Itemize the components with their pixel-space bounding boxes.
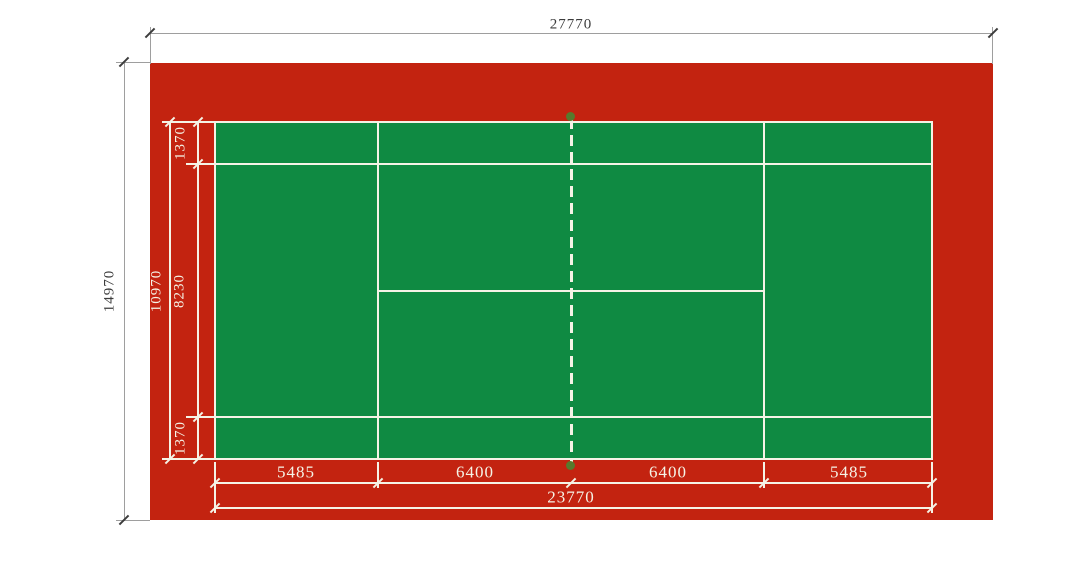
baseline-right	[931, 121, 933, 460]
dimension-line-court-width	[169, 122, 171, 460]
net-post-dot-top	[566, 112, 575, 121]
dimension-line-court-length	[215, 507, 933, 509]
extension-line-top-right	[992, 27, 993, 64]
doubles-sideline-top	[162, 121, 933, 123]
extension-line-left-top	[116, 62, 150, 63]
extension-line-left-bottom	[116, 520, 150, 521]
doubles-sideline-bottom	[162, 458, 933, 460]
dimension-line-overall-width	[150, 33, 993, 34]
dimension-label-court-length: 23770	[547, 487, 595, 507]
dimension-label-service-to-baseline-right: 5485	[830, 462, 868, 482]
dimension-line-singles-segments	[197, 122, 199, 460]
net-post-dot-bottom	[566, 461, 575, 470]
extension-line-bottom-baseline-left	[214, 462, 216, 513]
dimension-label-court-width: 10970	[148, 269, 165, 313]
extension-line-bottom-service-left	[377, 462, 379, 488]
dimension-line-overall-height	[124, 62, 125, 520]
dimension-label-overall-width: 27770	[549, 16, 593, 33]
dimension-label-overall-height: 14970	[101, 269, 118, 313]
singles-sideline-top	[186, 163, 933, 165]
extension-line-bottom-service-right	[763, 462, 765, 488]
dimension-line-bottom-segments	[215, 482, 933, 484]
singles-sideline-bottom	[186, 416, 933, 418]
extension-line-bottom-baseline-right	[931, 462, 933, 513]
dimension-label-baseline-to-service-left: 5485	[277, 462, 315, 482]
dimension-label-alley-bottom: 1370	[172, 421, 189, 455]
net-center-dashed-line	[570, 118, 573, 464]
dimension-label-alley-top: 1370	[172, 126, 189, 160]
dimension-label-net-to-service-right: 6400	[649, 462, 687, 482]
baseline-left	[214, 121, 216, 460]
dimension-label-singles-width: 8230	[171, 274, 188, 308]
service-line-left	[377, 121, 379, 460]
dimension-label-service-to-net-left: 6400	[456, 462, 494, 482]
extension-line-top-left	[150, 27, 151, 64]
